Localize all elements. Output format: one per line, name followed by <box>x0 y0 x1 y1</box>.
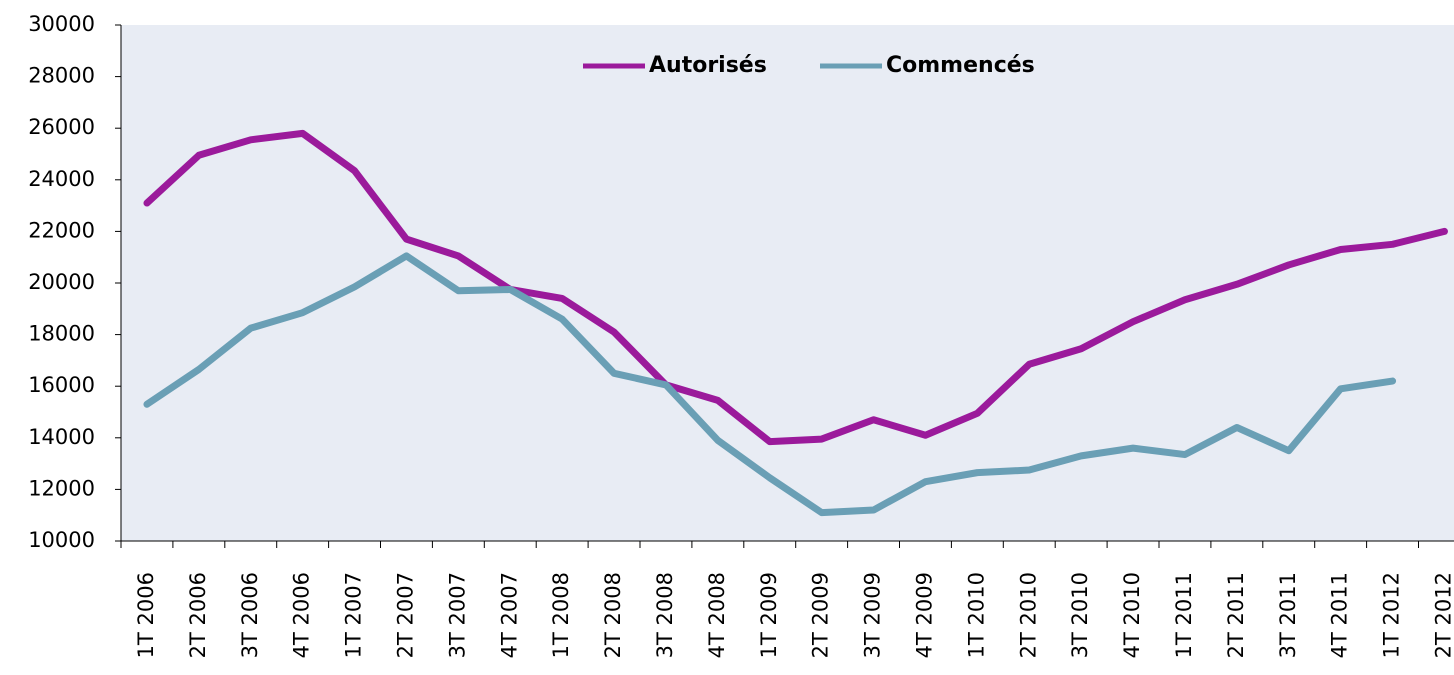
y-tick-label: 14000 <box>28 425 95 449</box>
series-line <box>143 252 1397 517</box>
y-tick-label: 30000 <box>28 12 95 36</box>
x-tick-label: 1T 2010 <box>964 572 988 658</box>
x-tick-label: 2T 2006 <box>186 572 210 658</box>
y-tick-label: 10000 <box>28 528 95 552</box>
x-tick-label: 1T 2008 <box>549 572 573 658</box>
x-tick-label: 2T 2009 <box>809 572 833 658</box>
x-tick-label: 3T 2010 <box>1068 572 1092 658</box>
x-tick-label: 4T 2011 <box>1328 572 1352 658</box>
y-tick-label: 16000 <box>28 373 95 397</box>
x-tick-label: 1T 2006 <box>134 572 158 658</box>
x-tick-label: 3T 2011 <box>1276 572 1300 658</box>
y-tick-label: 22000 <box>28 218 95 242</box>
x-tick-label: 2T 2007 <box>393 572 417 658</box>
x-tick-label: 3T 2007 <box>445 572 469 658</box>
y-tick-label: 18000 <box>28 322 95 346</box>
y-tick-label: 20000 <box>28 270 95 294</box>
x-tick-label: 4T 2008 <box>705 572 729 658</box>
x-tick-label: 3T 2006 <box>238 572 262 658</box>
y-tick-label: 26000 <box>28 115 95 139</box>
y-tick-label: 24000 <box>28 167 95 191</box>
x-tick-label: 1T 2012 <box>1380 572 1404 658</box>
x-tick-label: 4T 2009 <box>912 572 936 658</box>
x-tick-label: 4T 2007 <box>497 572 521 658</box>
x-tick-label: 3T 2008 <box>653 572 677 658</box>
x-tick-label: 1T 2007 <box>342 572 366 658</box>
series-line <box>143 129 1448 446</box>
legend-label: Autorisés <box>649 53 767 78</box>
x-tick-label: 2T 2011 <box>1224 572 1248 658</box>
y-tick-label: 28000 <box>28 64 95 88</box>
x-tick-label: 1T 2011 <box>1172 572 1196 658</box>
x-tick-label: 4T 2006 <box>290 572 314 658</box>
legend-label: Commencés <box>886 53 1035 78</box>
x-tick-label: 2T 2012 <box>1431 572 1454 658</box>
x-tick-label: 3T 2009 <box>861 572 885 658</box>
x-tick-label: 1T 2009 <box>757 572 781 658</box>
x-tick-label: 2T 2008 <box>601 572 625 658</box>
y-tick-label: 12000 <box>28 476 95 500</box>
x-tick-label: 4T 2010 <box>1120 572 1144 658</box>
plot-area <box>121 25 1454 541</box>
x-tick-label: 2T 2010 <box>1016 572 1040 658</box>
